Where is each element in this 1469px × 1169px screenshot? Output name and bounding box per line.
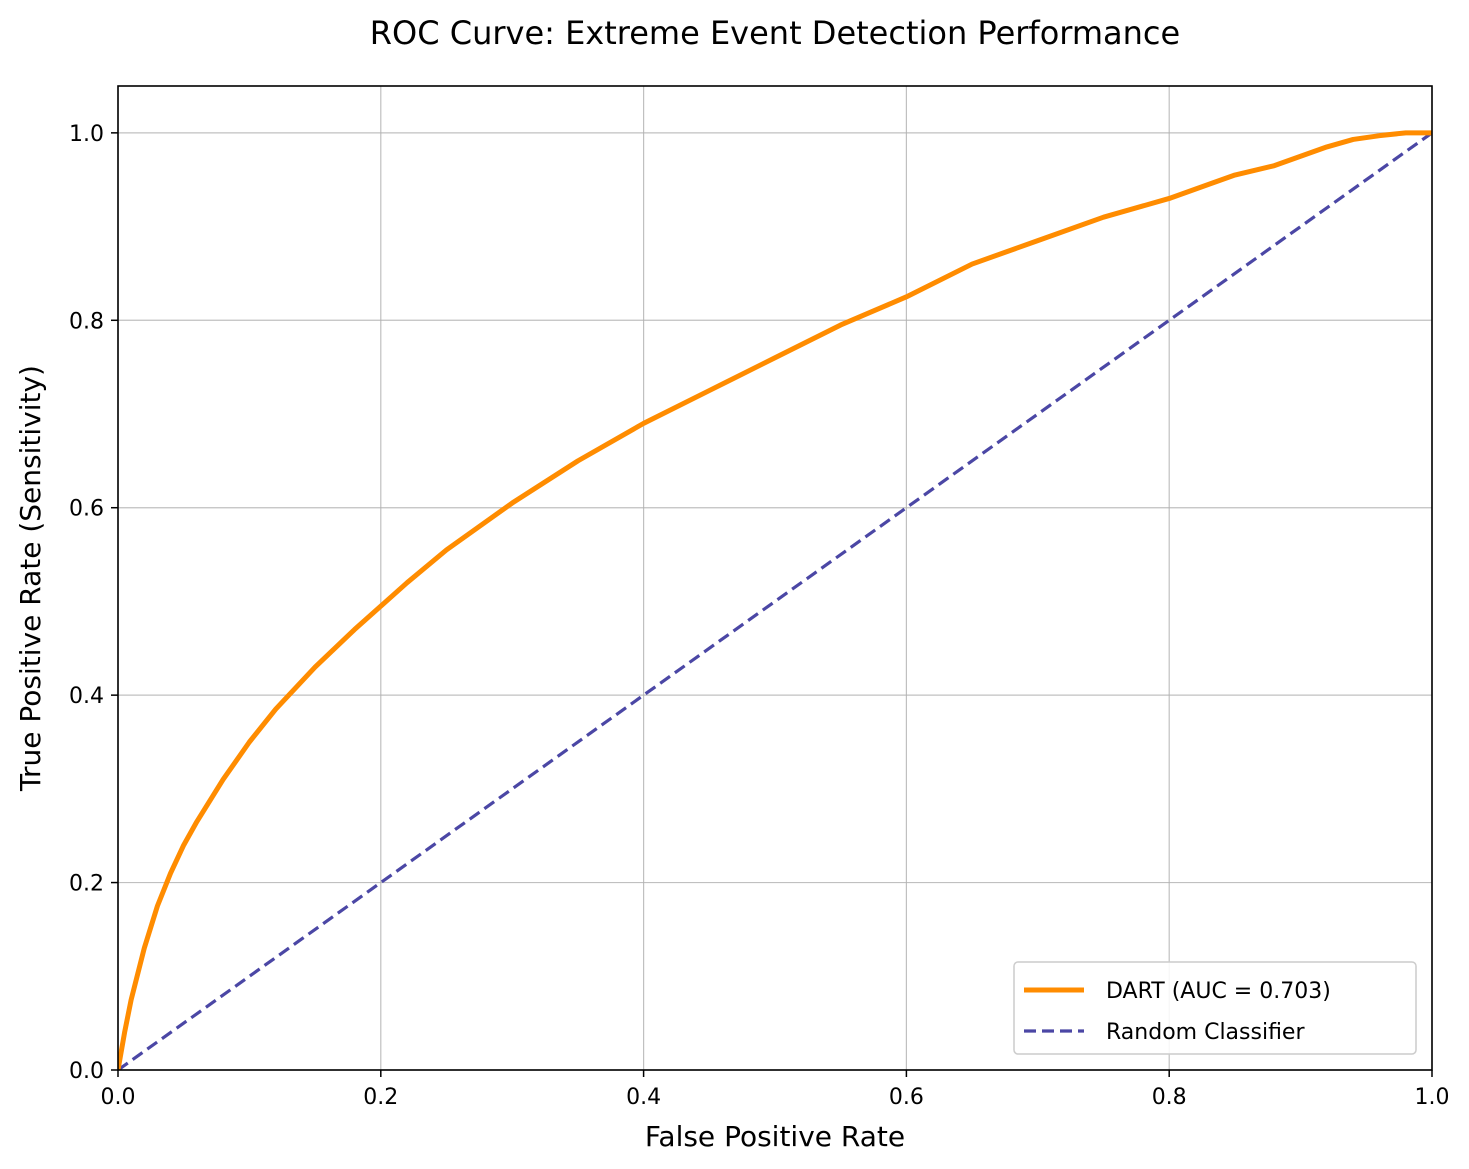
x-tick-label: 0.2 bbox=[363, 1085, 398, 1110]
y-axis-label: True Positive Rate (Sensitivity) bbox=[14, 365, 47, 792]
x-tick-label: 1.0 bbox=[1415, 1085, 1450, 1110]
axes-frame bbox=[117, 85, 1433, 1071]
y-tick-label: 1.0 bbox=[69, 122, 104, 147]
dart-roc-line bbox=[118, 130, 1432, 1070]
x-tick-label: 0.4 bbox=[626, 1085, 661, 1110]
legend-box bbox=[1013, 961, 1417, 1055]
plot-area bbox=[117, 85, 1433, 1071]
y-tick-label: 0.6 bbox=[69, 497, 104, 522]
legend: DART (AUC = 0.703) Random Classifier bbox=[1013, 961, 1417, 1055]
axis-ticks: 0.0 0.2 0.4 0.6 0.8 1.0 0.0 0.2 0.4 0.6 0.8 1.0 bbox=[69, 122, 1450, 1110]
y-tick-label: 0.2 bbox=[69, 872, 104, 897]
y-tick-label: 0.4 bbox=[69, 684, 104, 709]
grid-lines bbox=[117, 86, 1433, 1071]
x-tick-label: 0.8 bbox=[1152, 1085, 1187, 1110]
x-axis-label: False Positive Rate bbox=[645, 1120, 905, 1153]
random-classifier-line bbox=[118, 131, 1432, 1070]
y-tick-label: 0.0 bbox=[69, 1059, 104, 1084]
chart-title: ROC Curve: Extreme Event Detection Perfo… bbox=[370, 14, 1180, 52]
legend-label: Random Classifier bbox=[1106, 1020, 1305, 1045]
y-tick-label: 0.8 bbox=[69, 309, 104, 334]
x-tick-label: 0.6 bbox=[889, 1085, 924, 1110]
x-tick-label: 0.0 bbox=[101, 1085, 136, 1110]
legend-label: DART (AUC = 0.703) bbox=[1106, 979, 1331, 1004]
